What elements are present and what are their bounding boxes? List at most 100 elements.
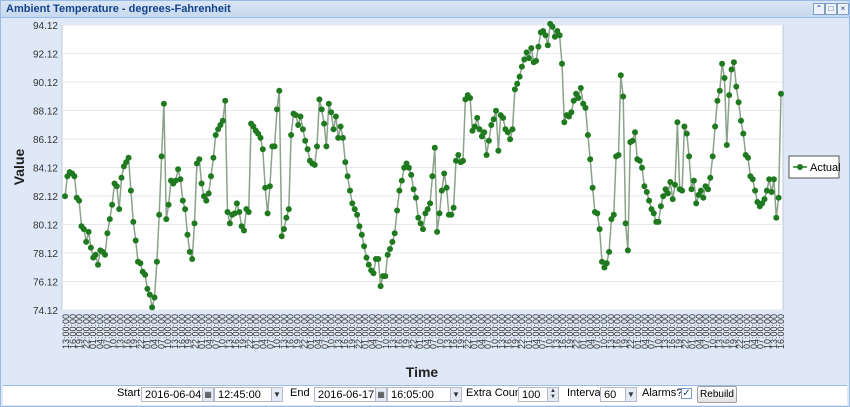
data-point [410, 186, 417, 193]
y-tick-label: 92.12 [33, 50, 58, 61]
data-point [690, 177, 697, 184]
data-point [259, 146, 266, 153]
x-tick-label: 10:00:00 [544, 314, 554, 349]
x-tick-label: 04:00:00 [749, 314, 759, 349]
data-point [622, 220, 629, 227]
data-point [191, 220, 198, 227]
x-tick-label: 07:00:00 [320, 314, 330, 349]
x-tick-label: 10:00:00 [218, 314, 228, 349]
x-tick-label: 10:00:00 [599, 314, 609, 349]
data-point [349, 200, 356, 207]
end-time-field[interactable]: 16:05:00 [387, 387, 451, 402]
x-tick-label: 16:00:00 [177, 314, 187, 349]
x-tick-label: 13:00:00 [224, 314, 234, 349]
x-tick-label: 10:00:00 [327, 314, 337, 349]
data-point [726, 92, 733, 99]
x-tick-label: 07:00:00 [592, 314, 602, 349]
data-point [328, 109, 335, 116]
data-point [104, 230, 111, 237]
data-point [714, 97, 721, 104]
data-point [283, 214, 290, 221]
extra-count-field[interactable]: 100 [518, 387, 548, 402]
end-date-field[interactable]: 2016-06-17 [314, 387, 376, 402]
data-point [325, 100, 332, 107]
x-tick-label: 22:00:00 [681, 314, 691, 349]
data-point [377, 283, 384, 290]
data-point [526, 55, 532, 62]
data-point [354, 211, 361, 218]
spinner-icon[interactable]: ▲ ▼ [547, 387, 559, 402]
data-point [424, 206, 431, 213]
data-point [151, 294, 158, 301]
data-point [629, 137, 636, 144]
data-point [92, 251, 99, 258]
chevron-down-icon[interactable]: ▼ [625, 387, 637, 402]
collapse-icon[interactable]: ⌃ [813, 3, 825, 15]
x-tick-label: 16:00:00 [613, 314, 623, 349]
calendar-icon[interactable]: ▦ [375, 387, 387, 402]
x-tick-label: 01:00:00 [579, 314, 589, 349]
interval-field[interactable]: 60 [600, 387, 626, 402]
data-point [361, 243, 368, 250]
data-point [514, 80, 521, 87]
data-point [219, 117, 226, 124]
data-point [632, 129, 638, 136]
data-point [186, 248, 193, 255]
data-point [165, 201, 172, 208]
data-point [295, 122, 302, 128]
start-time-field[interactable]: 12:45:00 [214, 387, 272, 402]
data-point [198, 180, 205, 187]
data-point [137, 260, 144, 267]
chevron-down-icon[interactable]: ▼ [271, 387, 283, 402]
x-tick-label: 16:00:00 [558, 314, 568, 349]
x-tick-label: 19:00:00 [347, 314, 357, 349]
data-point [149, 304, 156, 311]
x-tick-label: 10:00:00 [109, 314, 119, 349]
x-tick-label: 10:00:00 [762, 314, 772, 349]
data-point [672, 181, 678, 188]
extra-count-label: Extra Count [466, 387, 525, 399]
calendar-icon[interactable]: ▦ [202, 387, 214, 402]
close-icon[interactable]: × [837, 3, 849, 15]
data-point [337, 123, 344, 130]
data-point [511, 86, 518, 93]
data-point [599, 258, 605, 265]
x-tick-label: 10:00:00 [653, 314, 663, 349]
chevron-down-icon[interactable]: ▼ [450, 387, 462, 402]
data-point [636, 157, 643, 164]
data-point [646, 197, 653, 204]
data-point [693, 200, 700, 207]
data-point [318, 106, 325, 113]
data-point [370, 270, 377, 277]
maximize-icon[interactable]: □ [825, 3, 837, 15]
data-point [643, 189, 650, 195]
data-point [518, 63, 525, 70]
rebuild-button[interactable]: Rebuild [697, 386, 737, 403]
data-point [83, 238, 90, 245]
x-tick-label: 01:00:00 [306, 314, 316, 349]
data-point [495, 147, 502, 154]
data-point [763, 187, 770, 194]
x-tick-label: 07:00:00 [701, 314, 711, 349]
data-point [735, 99, 742, 106]
x-tick-label: 07:00:00 [483, 314, 493, 349]
data-point [507, 136, 514, 143]
data-point [559, 60, 565, 67]
alarms-checkbox[interactable]: ✓ [681, 388, 692, 399]
line-chart: 94.12 92.12 90.12 88.12 86.12 84.12 82.12 80.12… [11, 20, 841, 380]
data-point [391, 230, 398, 237]
data-point [641, 183, 648, 190]
data-point [323, 143, 330, 150]
x-tick-label: 19:00:00 [510, 314, 520, 349]
data-point [429, 173, 436, 180]
data-point [172, 177, 179, 184]
x-tick-label: 22:00:00 [463, 314, 473, 349]
x-tick-label: 22:00:00 [245, 314, 255, 349]
data-point [476, 126, 483, 133]
end-label: End [290, 387, 310, 399]
start-date-field[interactable]: 2016-06-04 [141, 387, 203, 402]
y-tick-label: 82.12 [33, 192, 58, 203]
data-point [681, 123, 688, 130]
data-point [276, 87, 283, 94]
data-point [761, 196, 768, 203]
